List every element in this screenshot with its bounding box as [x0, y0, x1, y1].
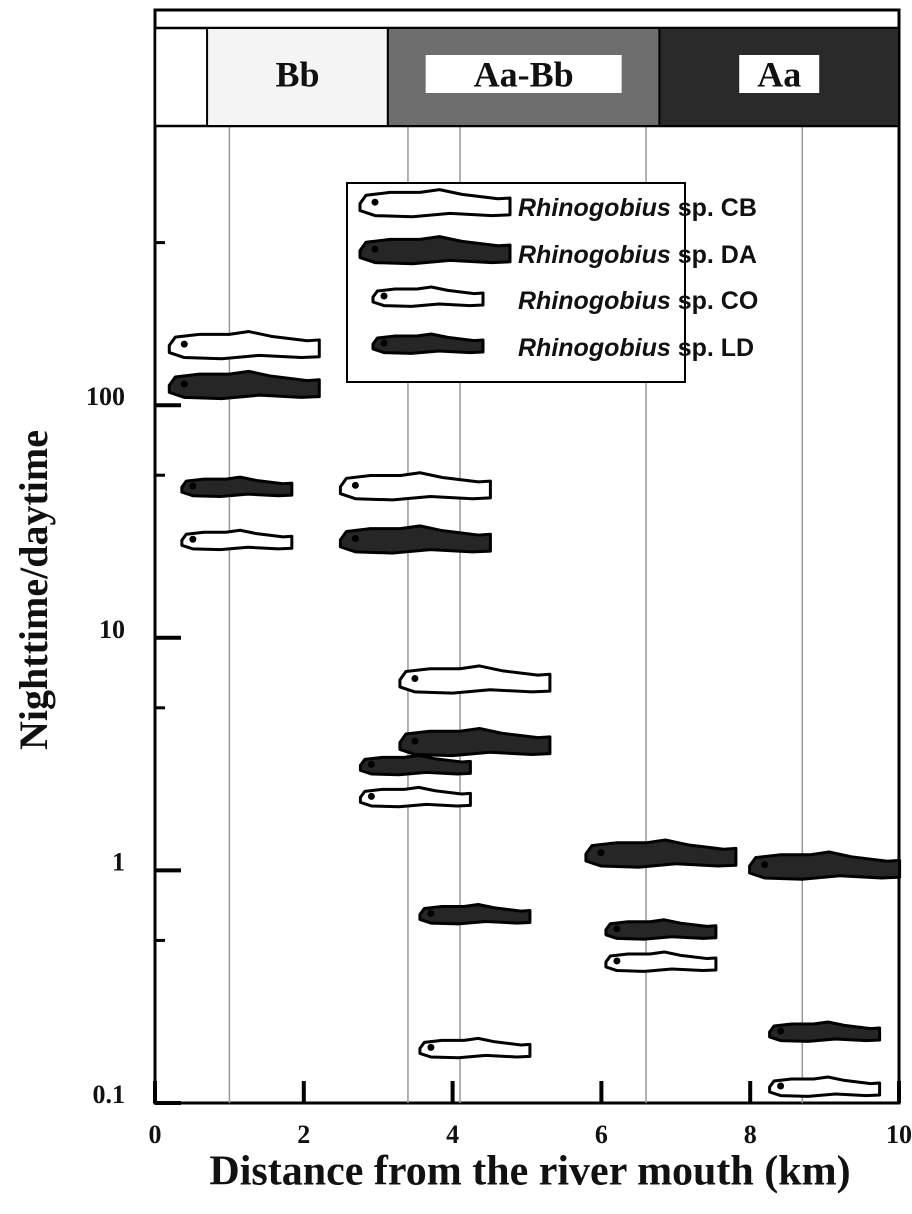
fish-eye	[427, 1044, 434, 1051]
fish-eye	[777, 1083, 784, 1090]
x-tick-label: 4	[446, 1120, 459, 1149]
legend-label: Rhinogobius sp. LD	[518, 334, 754, 362]
fish-marker	[169, 371, 319, 398]
y-tick-label: 100	[86, 382, 125, 411]
fish-body	[169, 332, 319, 359]
fish-marker	[360, 787, 470, 806]
fish-body	[400, 666, 550, 693]
fish-marker	[340, 473, 490, 500]
legend-label: Rhinogobius sp. CB	[518, 194, 757, 222]
x-tick-label: 2	[297, 1120, 310, 1149]
plot-frame	[155, 10, 899, 1103]
zone-label: Aa	[757, 54, 801, 94]
fish-eye	[181, 341, 188, 348]
fish-eye	[777, 1027, 784, 1034]
fish-eye	[189, 483, 196, 490]
fish-marker	[420, 904, 530, 923]
fish-body	[340, 473, 490, 500]
fish-marker	[400, 666, 550, 693]
fish-eye	[352, 535, 359, 542]
fish-marker	[770, 1022, 880, 1041]
fish-body	[340, 526, 490, 553]
fish-eye	[352, 482, 359, 489]
fish-body	[182, 530, 292, 549]
fish-marker	[606, 920, 716, 939]
zone-label: Aa-Bb	[474, 54, 574, 94]
fish-marker	[182, 530, 292, 549]
fish-eye	[427, 910, 434, 917]
fish-body	[169, 371, 319, 398]
fish-marker	[360, 755, 470, 774]
fish-body	[400, 728, 550, 755]
fish-body	[420, 1038, 530, 1057]
zone-label: Bb	[275, 54, 319, 94]
fish-eye	[372, 246, 379, 253]
y-tick-label: 0.1	[93, 1080, 126, 1109]
fish-marker	[750, 852, 900, 879]
fish-marker	[606, 952, 716, 971]
x-tick-label: 6	[595, 1120, 608, 1149]
x-axis-label: Distance from the river mouth (km)	[209, 1149, 850, 1195]
fish-body	[182, 477, 292, 496]
fish-body	[770, 1077, 880, 1096]
legend-label: Rhinogobius sp. CO	[518, 287, 758, 315]
fish-marker	[400, 728, 550, 755]
legend-label: Rhinogobius sp. DA	[518, 241, 757, 269]
fish-body	[750, 852, 900, 879]
fish-eye	[181, 380, 188, 387]
x-tick-label: 8	[744, 1120, 757, 1149]
fish-eye	[372, 199, 379, 206]
y-tick-label: 10	[99, 615, 125, 644]
fish-eye	[613, 957, 620, 964]
fish-eye	[411, 738, 418, 745]
fish-body	[586, 840, 736, 867]
fish-marker	[182, 477, 292, 496]
fish-eye	[761, 861, 768, 868]
fish-marker	[770, 1077, 880, 1096]
x-tick-label: 10	[886, 1120, 912, 1149]
fish-marker	[586, 840, 736, 867]
fish-eye	[368, 793, 375, 800]
fish-body	[360, 755, 470, 774]
y-axis-label: Nighttime/daytime	[11, 430, 56, 750]
fish-eye	[189, 536, 196, 543]
y-tick-label: 1	[112, 847, 125, 876]
fish-marker	[169, 332, 319, 359]
fish-eye	[381, 293, 388, 300]
fish-eye	[381, 340, 388, 347]
fish-marker	[340, 526, 490, 553]
fish-body	[770, 1022, 880, 1041]
fish-eye	[411, 675, 418, 682]
fish-eye	[613, 925, 620, 932]
x-tick-label: 0	[149, 1120, 162, 1149]
fish-body	[360, 787, 470, 806]
chart: Distance from the river mouth (km) Night…	[0, 0, 912, 1214]
fish-body	[420, 904, 530, 923]
fish-body	[606, 952, 716, 971]
fish-body	[606, 920, 716, 939]
fish-eye	[368, 761, 375, 768]
fish-marker	[420, 1038, 530, 1057]
fish-eye	[597, 849, 604, 856]
